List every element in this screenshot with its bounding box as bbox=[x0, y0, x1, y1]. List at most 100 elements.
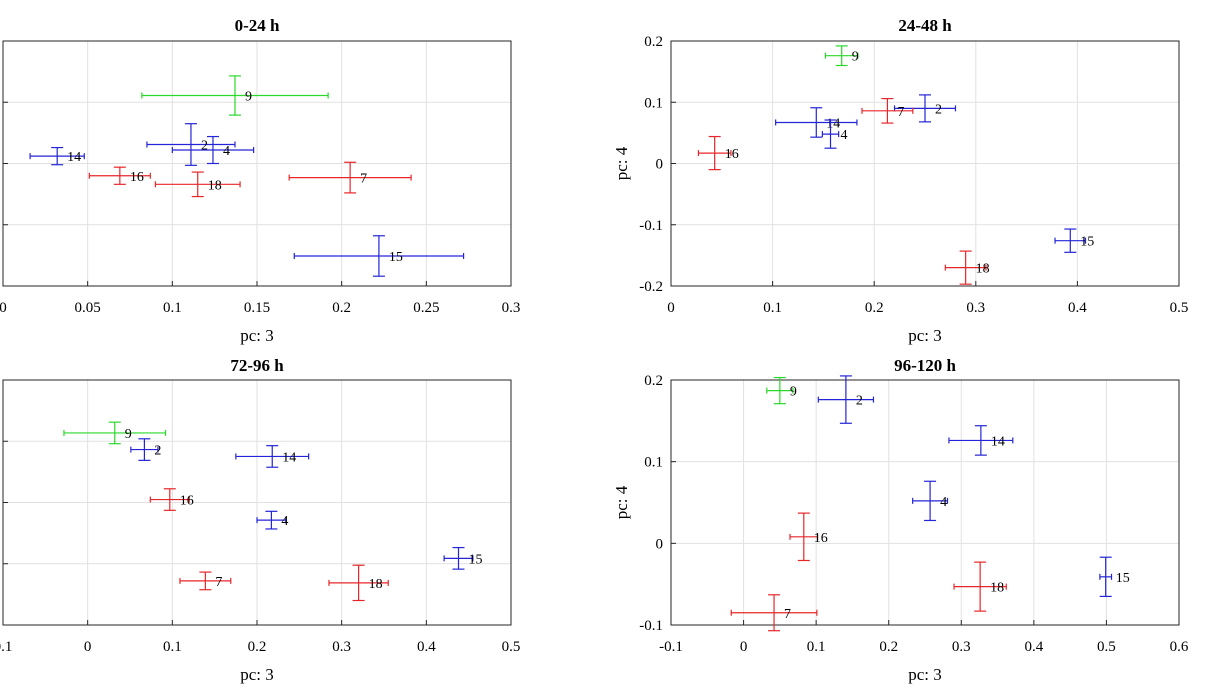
point-label: 14 bbox=[826, 116, 840, 131]
panel2-xtick-label: 0.5 bbox=[502, 639, 521, 655]
panel3-xtick-label: 0.3 bbox=[952, 639, 971, 655]
panel1-xtick-label: 0 bbox=[667, 300, 675, 316]
panel0-point-16: 16 bbox=[88, 166, 151, 185]
panel3-ylabel: pc: 4 bbox=[612, 485, 631, 519]
panel3-point-7: 7 bbox=[730, 594, 818, 632]
panel0-xtick-label: 0.1 bbox=[163, 300, 182, 316]
point-label: 18 bbox=[208, 178, 222, 193]
panel2-xtick-label: 0.1 bbox=[0, 639, 12, 655]
panel3-xlabel: pc: 3 bbox=[908, 665, 942, 684]
point-label: 7 bbox=[897, 105, 904, 120]
point-label: 16 bbox=[725, 147, 739, 162]
point-label: 7 bbox=[215, 575, 222, 590]
panel1-point-16: 16 bbox=[697, 135, 739, 171]
panel3-ytick-label: 0 bbox=[656, 536, 664, 552]
panel2: 0.1 0 0.1 0.2 0.3 0.4 0.5 72-96 h pc: 3 9 2 14 16 4 15… bbox=[0, 356, 520, 684]
point-label: 9 bbox=[125, 427, 132, 442]
panel2-point-9: 9 bbox=[63, 421, 167, 445]
point-label: 9 bbox=[790, 385, 797, 400]
point-label: 15 bbox=[469, 552, 483, 567]
point-label: 7 bbox=[784, 607, 791, 622]
panel0-point-18: 18 bbox=[154, 171, 241, 198]
panel3-ytick-label: -0.1 bbox=[639, 618, 663, 634]
panel2-xtick-label: 0.3 bbox=[332, 639, 351, 655]
point-label: 18 bbox=[976, 262, 990, 277]
panel1-ytick-label: 0.1 bbox=[644, 95, 663, 111]
panel1-xtick-label: 0.1 bbox=[763, 300, 782, 316]
point-label: 16 bbox=[814, 531, 828, 546]
panel3-point-2: 2 bbox=[817, 375, 875, 424]
point-label: 14 bbox=[67, 150, 81, 165]
point-label: 9 bbox=[852, 50, 859, 65]
panel1-ylabel: pc: 4 bbox=[612, 146, 631, 180]
panel0-point-9: 9 bbox=[141, 75, 329, 116]
panel3-point-4: 4 bbox=[912, 480, 949, 522]
panel3-xtick-label: -0.1 bbox=[659, 639, 683, 655]
panel1-ytick-label: 0.2 bbox=[644, 34, 663, 50]
point-label: 7 bbox=[360, 172, 367, 187]
panel3-ytick-label: 0.1 bbox=[644, 455, 663, 471]
panel3-point-14: 14 bbox=[948, 425, 1014, 456]
panel2-xtick-label: 0.1 bbox=[163, 639, 182, 655]
panel0-xtick-label: 0 bbox=[0, 300, 7, 316]
point-label: 4 bbox=[940, 495, 947, 510]
panel0-xlabel: pc: 3 bbox=[240, 326, 274, 345]
panel2-xtick-label: 0.2 bbox=[248, 639, 267, 655]
panel0-xtick-label: 0.15 bbox=[244, 300, 270, 316]
panel1-point-7: 7 bbox=[861, 97, 914, 124]
panel3-title: 96-120 h bbox=[894, 356, 956, 375]
point-label: 16 bbox=[130, 170, 144, 185]
panel2-title: 72-96 h bbox=[230, 356, 284, 375]
panel1-ytick-label: 0 bbox=[656, 157, 664, 173]
panel0-point-7: 7 bbox=[288, 161, 412, 194]
point-label: 15 bbox=[389, 250, 403, 265]
panel1-point-15: 15 bbox=[1054, 228, 1094, 253]
panel1-point-9: 9 bbox=[824, 45, 859, 67]
panel2-point-15: 15 bbox=[443, 546, 483, 570]
panel3-point-18: 18 bbox=[953, 561, 1007, 612]
point-label: 4 bbox=[223, 144, 230, 159]
panel2-xtick-label: 0.4 bbox=[417, 639, 436, 655]
point-label: 2 bbox=[201, 139, 208, 154]
point-label: 15 bbox=[1116, 571, 1130, 586]
panel0-point-14: 14 bbox=[29, 146, 85, 166]
panel3-xtick-label: 0.1 bbox=[807, 639, 826, 655]
panel3-point-15: 15 bbox=[1099, 556, 1130, 598]
point-label: 14 bbox=[282, 450, 296, 465]
panel1-ytick-label: -0.1 bbox=[639, 218, 663, 234]
panel0: 0 0.05 0.1 0.15 0.2 0.25 0.3 0-24 h pc: 3 9 2 4 14 16… bbox=[0, 16, 520, 345]
panel2-point-4: 4 bbox=[256, 510, 288, 530]
point-label: 4 bbox=[841, 128, 848, 143]
panel3-point-16: 16 bbox=[789, 512, 828, 562]
panel2-xlabel: pc: 3 bbox=[240, 665, 274, 684]
panel3: -0.1 0 0.1 0.2 0.3 0.4 0.5 0.6 -0.1 0 0.1 0.2 96-120… bbox=[612, 356, 1189, 684]
panel1-xtick-label: 0.4 bbox=[1068, 300, 1087, 316]
panel2-point-18: 18 bbox=[328, 564, 389, 602]
point-label: 18 bbox=[990, 581, 1004, 596]
panel1-point-4: 4 bbox=[821, 119, 848, 149]
panel3-xtick-label: 0 bbox=[740, 639, 748, 655]
point-label: 4 bbox=[281, 514, 288, 529]
panel0-point-4: 4 bbox=[171, 135, 255, 165]
point-label: 2 bbox=[935, 102, 942, 117]
panel0-xtick-label: 0.05 bbox=[75, 300, 101, 316]
panel2-point-14: 14 bbox=[235, 445, 310, 468]
point-label: 9 bbox=[245, 90, 252, 105]
panel1-xlabel: pc: 3 bbox=[908, 326, 942, 345]
point-label: 14 bbox=[991, 434, 1005, 449]
point-label: 15 bbox=[1080, 235, 1094, 250]
point-label: 2 bbox=[856, 394, 863, 409]
panel2-xtick-label: 0 bbox=[84, 639, 92, 655]
panel3-xtick-label: 0.2 bbox=[879, 639, 898, 655]
panel3-xtick-label: 0.5 bbox=[1097, 639, 1116, 655]
panel1-xtick-label: 0.5 bbox=[1170, 300, 1189, 316]
point-label: 18 bbox=[369, 577, 383, 592]
panel0-point-15: 15 bbox=[293, 235, 465, 277]
panel3-axes-box bbox=[670, 379, 1180, 626]
panel0-point-2: 2 bbox=[146, 123, 236, 166]
panel0-title: 0-24 h bbox=[235, 16, 280, 35]
panel1-xtick-label: 0.2 bbox=[865, 300, 884, 316]
panel0-xtick-label: 0.25 bbox=[413, 300, 439, 316]
panel3-xtick-label: 0.6 bbox=[1170, 639, 1189, 655]
